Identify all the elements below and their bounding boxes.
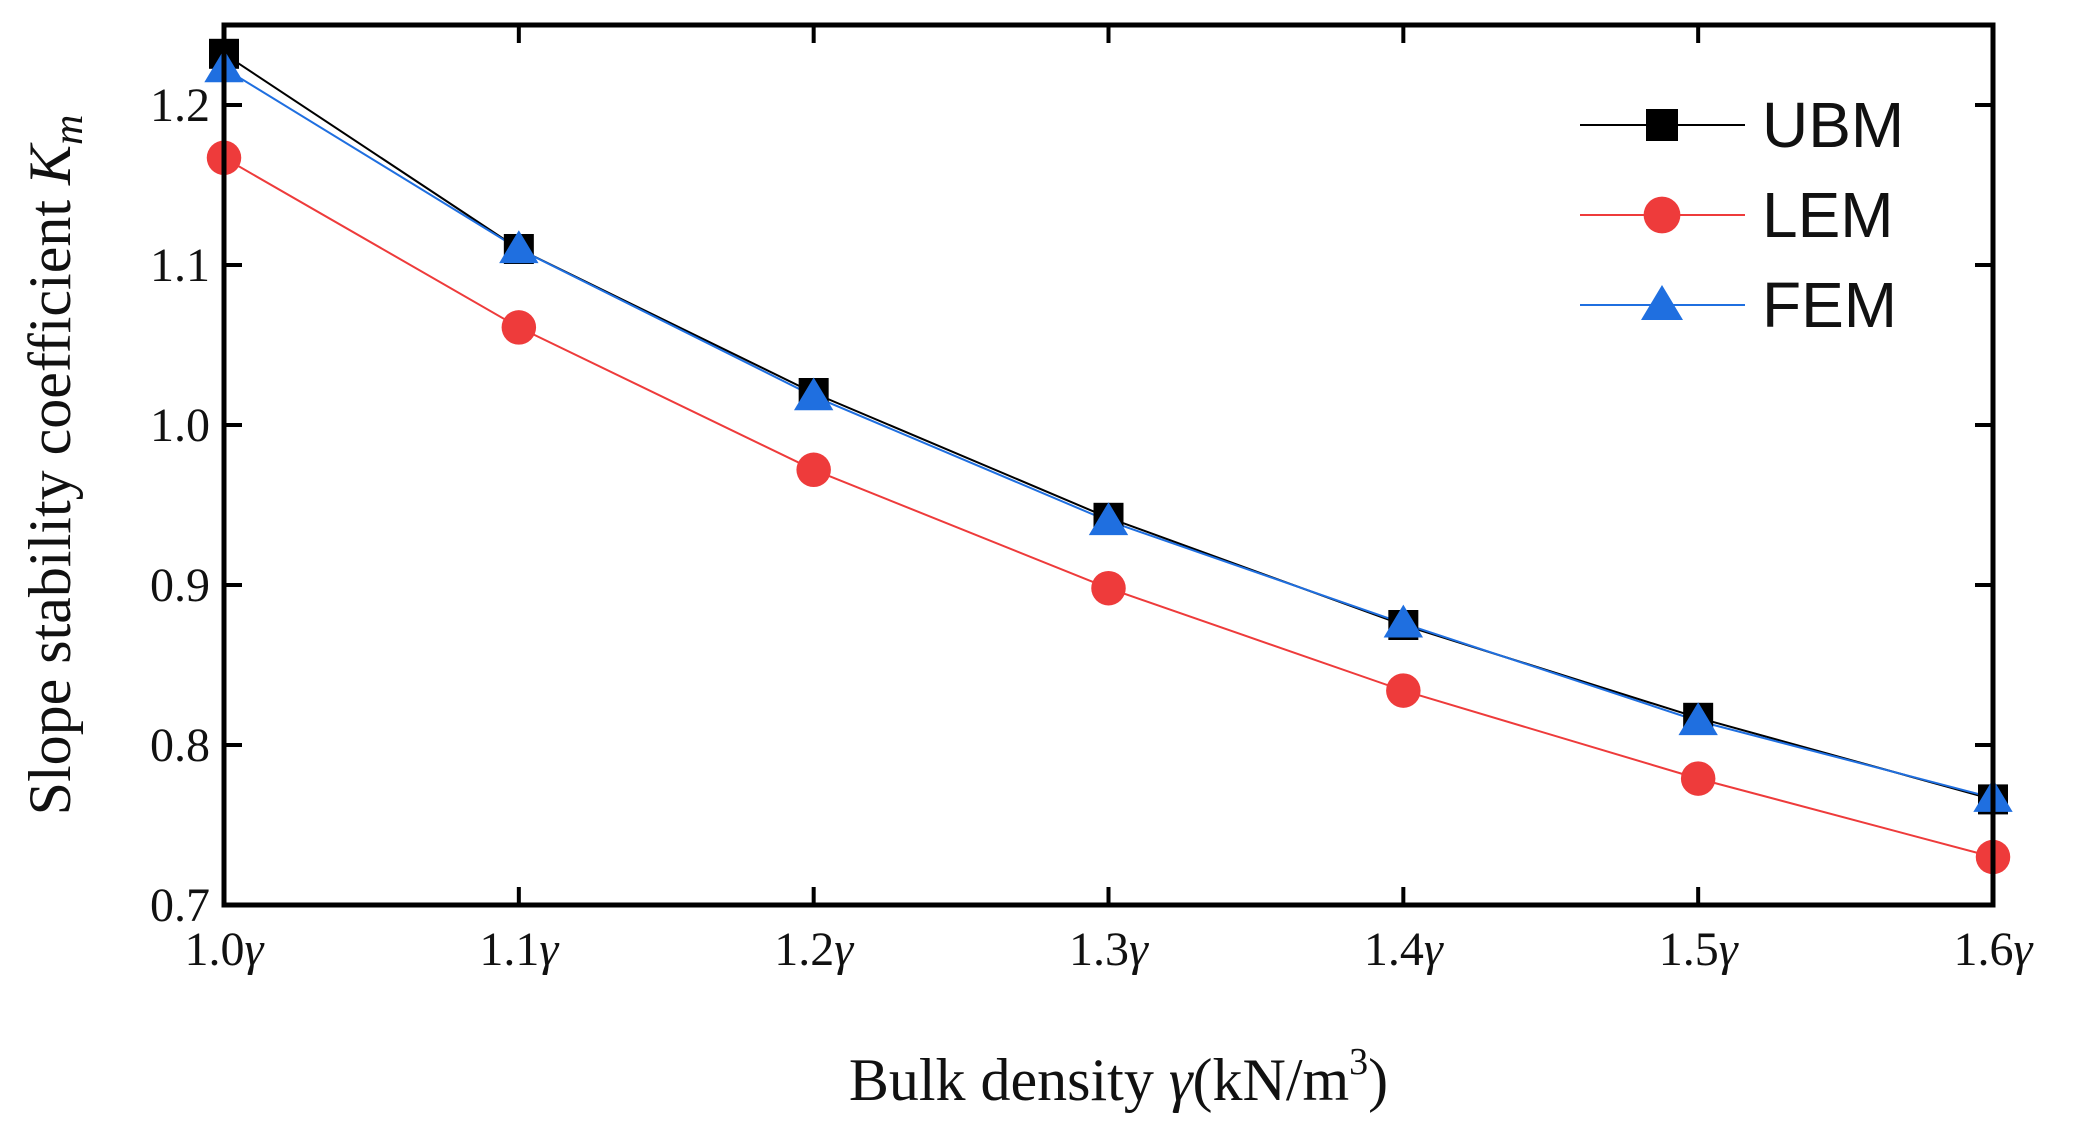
x-tick-symbol: γ [539, 923, 559, 976]
data-point-fem [793, 377, 834, 411]
x-tick-value: 1.1 [479, 923, 539, 976]
series-line-fem [223, 67, 1994, 799]
x-axis-unit-close: ) [1368, 1047, 1388, 1113]
legend-label-lem: LEM [1762, 179, 1894, 251]
x-tick-label: 1.0γ [185, 923, 265, 976]
x-tick-symbol: γ [245, 923, 265, 976]
data-point-fem [1383, 604, 1424, 638]
data-point-lem [501, 310, 537, 345]
y-tick-label: 1.2 [150, 79, 210, 132]
legend-marker-lem [1643, 196, 1681, 234]
x-axis-unit: (kN/m [1193, 1047, 1350, 1113]
axes-ticks [224, 25, 1993, 907]
y-axis-subscript: m [46, 115, 92, 145]
x-tick-label: 1.3γ [1069, 923, 1149, 976]
x-tick-value: 1.6 [1954, 923, 2014, 976]
x-tick-symbol: γ [1719, 923, 1739, 976]
data-point-lem [1091, 570, 1126, 606]
data-point-fem [1678, 702, 1718, 736]
legend: UBM LEM FEM [1580, 89, 1904, 341]
y-axis-title: Slope stability coefficient Km [17, 115, 92, 816]
legend-label-fem: FEM [1762, 269, 1897, 341]
x-axis-symbol: γ [1169, 1047, 1194, 1113]
x-tick-value: 1.4 [1364, 923, 1424, 976]
x-tick-symbol: γ [1424, 923, 1444, 976]
x-tick-symbol: γ [1129, 923, 1149, 976]
x-axis-title-text: Bulk density [849, 1047, 1169, 1113]
x-tick-label: 1.6γ [1954, 923, 2034, 976]
data-point-fem [499, 230, 539, 264]
x-tick-value: 1.2 [774, 923, 834, 976]
x-tick-symbol: γ [834, 923, 854, 976]
y-tick-label: 0.8 [150, 719, 210, 772]
series-layer [204, 38, 2013, 875]
x-tick-symbol: γ [2014, 923, 2034, 976]
x-tick-value: 1.5 [1659, 923, 1719, 976]
y-tick-label: 0.7 [150, 879, 210, 932]
y-axis-symbol: K [17, 142, 83, 186]
tick-labels: 0.70.80.91.01.11.21.0γ 1.1γ 1.2γ 1.3γ 1.4γ 1.… [150, 79, 2034, 976]
data-point-fem [1088, 502, 1129, 536]
legend-marker-fem [1641, 285, 1683, 320]
y-tick-label: 0.9 [150, 559, 210, 612]
x-tick-value: 1.3 [1069, 923, 1129, 976]
data-point-lem [1386, 673, 1421, 708]
x-tick-label: 1.4γ [1364, 923, 1444, 976]
legend-label-ubm: UBM [1762, 89, 1904, 161]
x-tick-value: 1.0 [185, 923, 245, 976]
data-point-lem [1680, 761, 1716, 796]
x-axis-unit-exponent: 3 [1349, 1041, 1368, 1083]
y-axis-title-text: Slope stability coefficient [17, 185, 83, 815]
data-point-lem [796, 452, 831, 488]
legend-marker-ubm [1646, 109, 1678, 141]
x-tick-label: 1.5γ [1659, 923, 1739, 976]
x-tick-label: 1.1γ [479, 923, 559, 976]
y-tick-label: 1.0 [150, 399, 210, 452]
plot-frame [221, 22, 1996, 908]
x-tick-label: 1.2γ [774, 923, 854, 976]
y-tick-label: 1.1 [150, 239, 210, 292]
series-line-ubm [223, 52, 1994, 801]
x-axis-title: Bulk density γ(kN/m3) [849, 1041, 1388, 1113]
